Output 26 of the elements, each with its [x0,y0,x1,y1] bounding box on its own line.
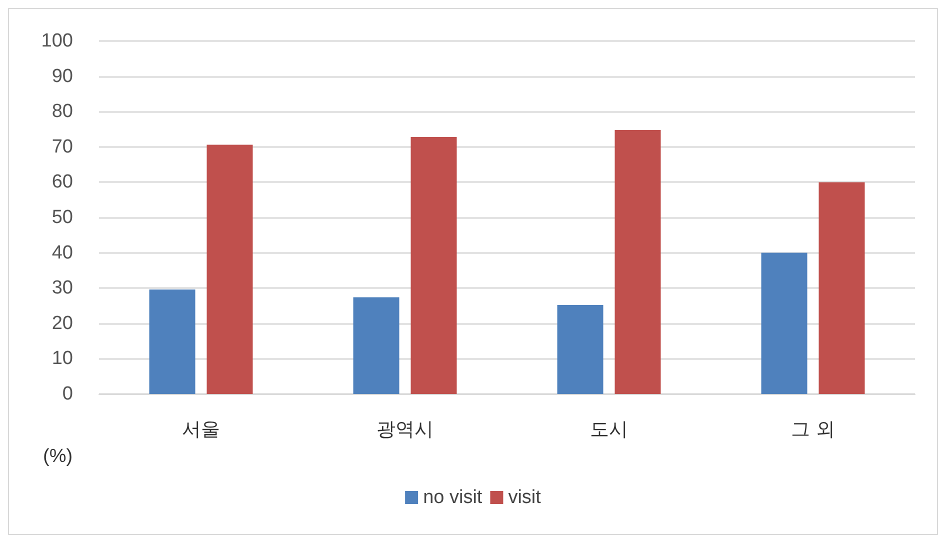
y-tick-label: 60 [52,172,73,193]
x-tick-label: 그 외 [790,418,836,440]
bar [149,290,196,394]
legend-label: no visit [423,487,483,508]
legend-label: visit [508,487,542,508]
x-tick-label: 광역시 [376,418,434,440]
x-tick-label: 서울 [182,418,220,440]
x-tick-label: 도시 [590,418,628,440]
y-axis-title: (%) [43,446,73,467]
y-tick-label: 0 [62,384,73,404]
bar [818,182,865,394]
y-tick-label: 90 [52,66,73,87]
y-tick-label: 70 [52,136,73,158]
bar [410,137,457,394]
bar [557,305,604,394]
y-tick-label: 10 [52,348,73,370]
y-tick-label: 40 [52,242,73,264]
bar [614,130,661,394]
bar [206,144,253,394]
y-tick-label: 80 [52,101,73,122]
bar [353,297,400,394]
y-tick-label: 30 [52,278,73,299]
y-tick-label: 20 [52,312,73,334]
y-tick-label: 50 [52,207,73,228]
bar [761,252,808,394]
y-tick-label: 100 [41,30,73,52]
